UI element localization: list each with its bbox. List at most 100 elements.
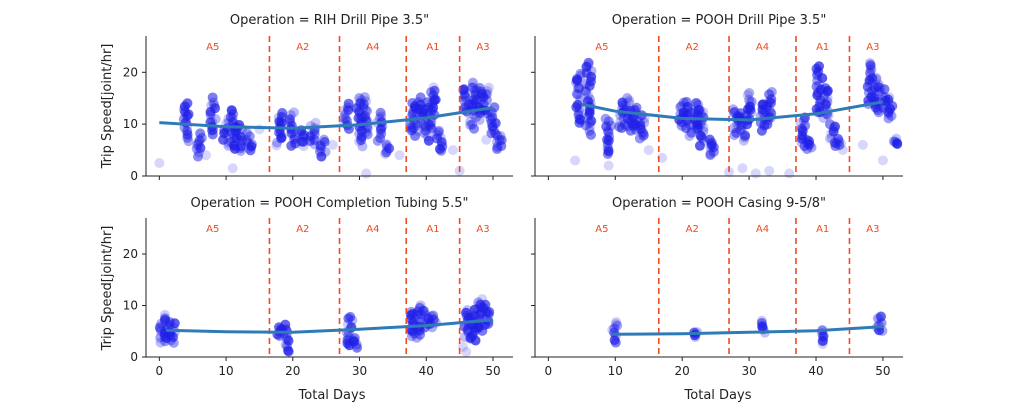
data-point: [573, 83, 584, 94]
data-point: [254, 124, 265, 135]
x-tick-label: 0: [156, 364, 164, 378]
data-point: [744, 101, 755, 112]
data-point: [182, 98, 193, 109]
data-point: [804, 136, 815, 147]
data-point: [623, 97, 634, 108]
data-point: [744, 94, 755, 105]
data-point: [195, 142, 206, 153]
data-point: [624, 95, 635, 106]
data-point: [467, 119, 478, 130]
data-point: [457, 341, 468, 352]
data-point: [890, 136, 901, 147]
region-label: A1: [816, 224, 829, 235]
data-point: [182, 126, 193, 137]
data-point: [405, 119, 416, 130]
data-point: [681, 96, 692, 107]
data-point: [210, 103, 221, 114]
data-point: [209, 100, 220, 111]
data-point: [482, 86, 493, 97]
data-point: [431, 133, 442, 144]
data-point: [226, 105, 237, 116]
data-point: [742, 89, 753, 100]
x-tick-label: 30: [352, 364, 367, 378]
data-point: [310, 117, 321, 128]
data-point: [784, 168, 795, 179]
data-point: [728, 104, 739, 115]
data-point: [756, 315, 767, 326]
x-tick-label: 0: [545, 364, 553, 378]
region-label: A1: [816, 42, 829, 53]
data-point: [740, 130, 751, 141]
data-point: [744, 97, 755, 108]
data-point: [467, 82, 478, 93]
data-point: [349, 332, 360, 343]
data-point: [610, 319, 621, 330]
data-point: [159, 314, 170, 325]
data-point: [833, 133, 844, 144]
data-point: [348, 336, 359, 347]
data-point: [574, 95, 585, 106]
data-point: [694, 129, 705, 140]
data-point: [210, 114, 221, 125]
data-point: [319, 137, 330, 148]
data-point: [425, 120, 436, 131]
data-point: [244, 131, 255, 142]
data-point: [375, 133, 386, 144]
data-point: [728, 122, 739, 133]
data-point: [574, 83, 585, 94]
data-point: [606, 120, 617, 131]
data-point: [616, 123, 627, 134]
data-point: [603, 146, 614, 157]
region-label: A2: [296, 224, 309, 235]
data-point: [601, 121, 612, 132]
panel-title: Operation = RIH Drill Pipe 3.5": [230, 13, 429, 28]
data-point: [611, 316, 622, 327]
data-point: [888, 136, 899, 147]
data-point: [635, 120, 646, 131]
data-point: [428, 310, 439, 321]
data-point: [875, 311, 886, 322]
data-point: [281, 334, 292, 345]
data-point: [682, 108, 693, 119]
data-point: [469, 123, 480, 134]
data-point: [242, 137, 253, 148]
data-point: [746, 96, 757, 107]
data-point: [433, 125, 444, 136]
data-point: [585, 129, 596, 140]
x-tick-label: 20: [675, 364, 690, 378]
data-point: [822, 96, 833, 107]
data-point: [603, 160, 614, 171]
data-point: [814, 61, 825, 72]
data-point: [811, 104, 822, 115]
data-point: [704, 134, 715, 145]
data-point: [631, 102, 642, 113]
data-point: [283, 345, 294, 356]
data-point: [241, 127, 252, 138]
data-point: [750, 168, 761, 179]
data-point: [494, 135, 505, 146]
data-point: [865, 60, 876, 71]
data-point: [584, 94, 595, 105]
data-point: [764, 89, 775, 100]
data-point: [169, 318, 180, 329]
data-point: [415, 314, 426, 325]
data-point: [614, 121, 625, 132]
data-point: [766, 86, 777, 97]
data-point: [193, 151, 204, 162]
data-point: [362, 129, 373, 140]
data-point: [195, 128, 206, 139]
data-point: [207, 92, 218, 103]
data-point: [891, 133, 902, 144]
data-point: [447, 145, 458, 156]
data-point: [418, 305, 429, 316]
trend-line: [159, 106, 494, 130]
region-label: A4: [366, 42, 379, 53]
panel-title: Operation = POOH Casing 9-5/8": [612, 196, 826, 211]
data-point: [891, 138, 902, 149]
data-point: [467, 77, 478, 88]
data-point: [801, 134, 812, 145]
data-point: [496, 135, 507, 146]
y-tick-label: 10: [123, 299, 138, 313]
data-point: [607, 324, 618, 335]
data-point: [871, 74, 882, 85]
